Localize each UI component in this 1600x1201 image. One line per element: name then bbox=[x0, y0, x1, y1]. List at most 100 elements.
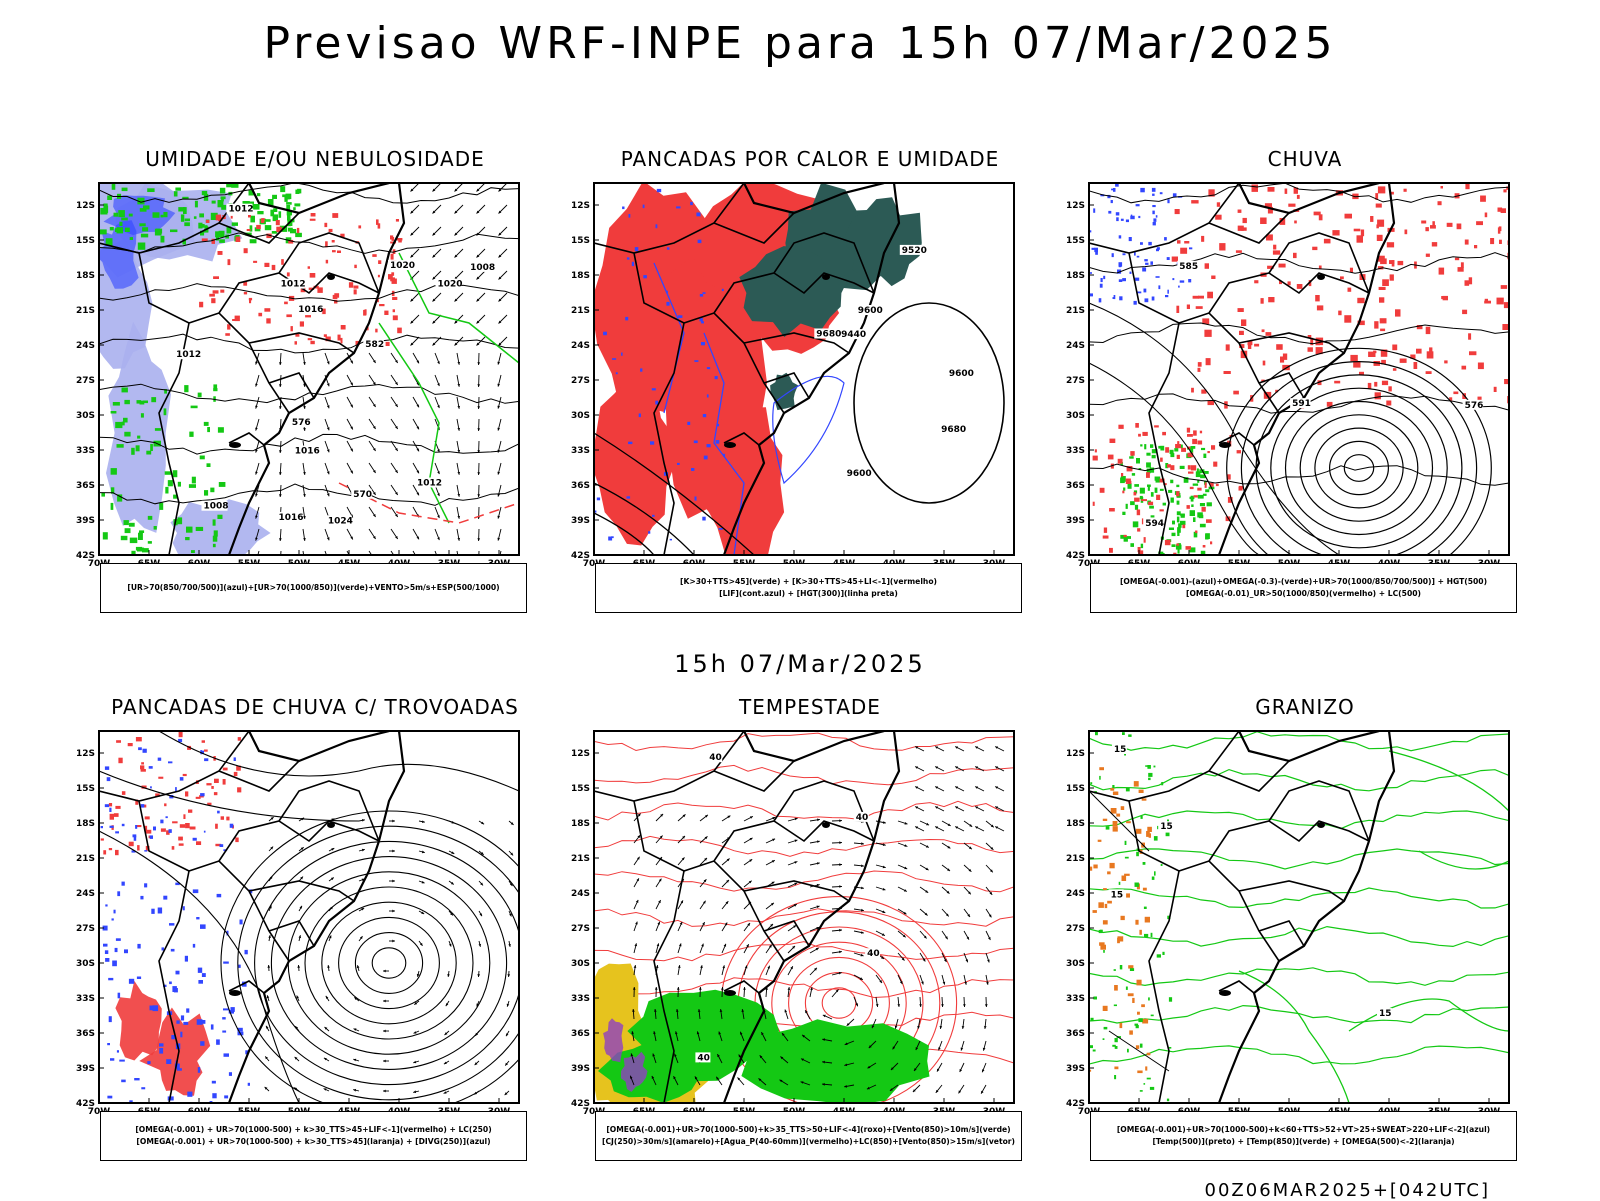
lat-label: 24S bbox=[1066, 889, 1085, 899]
legend-line: [OMEGA(-0.001)+UR>70(1000-500)+k<60+TTS>… bbox=[1117, 1124, 1490, 1136]
lat-label: 12S bbox=[1066, 749, 1085, 759]
lat-label: 18S bbox=[1066, 271, 1085, 281]
legend-line: [OMEGA(-0.001) + UR>70(1000-500) + k>30_… bbox=[136, 1136, 490, 1148]
lat-label: 30S bbox=[1066, 959, 1085, 969]
legend-line: [LIF](cont.azul) + [HGT(300)](linha pret… bbox=[719, 588, 898, 600]
lat-label: 33S bbox=[76, 994, 95, 1004]
panel-legend: [OMEGA(-0.001)+UR>70(1000-500)+k<60+TTS>… bbox=[1090, 1111, 1517, 1161]
lat-label: 18S bbox=[571, 819, 590, 829]
lat-label: 33S bbox=[76, 446, 95, 456]
lat-label: 27S bbox=[571, 376, 590, 386]
contour-label: 15 bbox=[1111, 890, 1124, 900]
lat-label: 15S bbox=[1066, 236, 1085, 246]
lat-label: 18S bbox=[1066, 819, 1085, 829]
contour-label: 582 bbox=[365, 340, 384, 350]
lat-label: 36S bbox=[1066, 481, 1085, 491]
panel-title: UMIDADE E/OU NEBULOSIDADE bbox=[75, 147, 555, 171]
contour-label: 570 bbox=[353, 490, 372, 500]
contour-label: 9680 bbox=[941, 425, 966, 435]
lat-label: 30S bbox=[1066, 411, 1085, 421]
lat-label: 27S bbox=[571, 924, 590, 934]
lat-label: 30S bbox=[571, 959, 590, 969]
contour-label: 1012 bbox=[281, 280, 306, 290]
lat-label: 39S bbox=[571, 1064, 590, 1074]
legend-line: [Temp(500)](preto) + [Temp(850)](verde) … bbox=[1152, 1136, 1454, 1148]
panel-title: PANCADAS POR CALOR E UMIDADE bbox=[570, 147, 1050, 171]
contour-label: 1020 bbox=[438, 280, 463, 290]
lat-label: 33S bbox=[571, 994, 590, 1004]
lat-label: 12S bbox=[571, 749, 590, 759]
contour-label: 40 bbox=[867, 949, 880, 959]
lat-label: 36S bbox=[76, 481, 95, 491]
contour-label: 594 bbox=[1145, 519, 1164, 529]
lat-label: 27S bbox=[1066, 376, 1085, 386]
lat-label: 24S bbox=[571, 341, 590, 351]
contour-label: 1012 bbox=[417, 479, 442, 489]
lat-label: 12S bbox=[76, 749, 95, 759]
panel-title: GRANIZO bbox=[1065, 695, 1545, 719]
lat-label: 12S bbox=[1066, 201, 1085, 211]
contour-label: 9440 bbox=[841, 330, 866, 340]
lat-label: 30S bbox=[571, 411, 590, 421]
panel-title: CHUVA bbox=[1065, 147, 1545, 171]
contour-label: 40 bbox=[697, 1053, 710, 1063]
contour-label: 1016 bbox=[298, 305, 323, 315]
lat-label: 15S bbox=[571, 236, 590, 246]
lat-label: 12S bbox=[76, 201, 95, 211]
lat-label: 33S bbox=[1066, 446, 1085, 456]
lat-label: 21S bbox=[1066, 854, 1085, 864]
map-panel-pancadas_trovoadas: PANCADAS DE CHUVA C/ TROVOADAS 12S 15S 18S 2… bbox=[75, 695, 555, 1195]
panel-legend: [UR>70(850/700/500)](azul)+[UR>70(1000/8… bbox=[100, 563, 527, 613]
panel-legend: [K>30+TTS>45](verde) + [K>30+TTS>45+LI<-… bbox=[595, 563, 1022, 613]
legend-line: [K>30+TTS>45](verde) + [K>30+TTS>45+LI<-… bbox=[680, 576, 937, 588]
lat-label: 24S bbox=[571, 889, 590, 899]
mid-title: 15h 07/Mar/2025 bbox=[0, 650, 1600, 678]
lat-label: 36S bbox=[1066, 1029, 1085, 1039]
panel-legend: [OMEGA(-0.001)-(azul)+OMEGA(-0.3)-(verde… bbox=[1090, 563, 1517, 613]
map-panel-umidade: UMIDADE E/OU NEBULOSIDADE 1012 1012 1016 102… bbox=[75, 147, 555, 647]
map-pancadas_trovoadas: 12S15S18S21S24S27S30S33S36S39S42S70W65W6… bbox=[55, 725, 527, 1125]
lat-label: 15S bbox=[76, 784, 95, 794]
lat-label: 21S bbox=[1066, 306, 1085, 316]
map-panel-pancadas_calor: PANCADAS POR CALOR E UMIDADE 9600 9600 9520… bbox=[570, 147, 1050, 647]
lat-label: 39S bbox=[571, 516, 590, 526]
panel-title: PANCADAS DE CHUVA C/ TROVOADAS bbox=[75, 695, 555, 719]
contour-label: 9600 bbox=[949, 369, 974, 379]
main-title: Previsao WRF-INPE para 15h 07/Mar/2025 bbox=[0, 18, 1600, 69]
lat-label: 36S bbox=[76, 1029, 95, 1039]
lat-label: 36S bbox=[571, 481, 590, 491]
contour-label: 591 bbox=[1292, 399, 1311, 409]
lat-label: 21S bbox=[76, 854, 95, 864]
lat-label: 21S bbox=[571, 306, 590, 316]
contour-label: 9520 bbox=[902, 246, 927, 256]
lat-label: 15S bbox=[76, 236, 95, 246]
panel-legend: [OMEGA(-0.001)+UR>70(1000-500)+k>35_TTS>… bbox=[595, 1111, 1022, 1161]
lat-label: 21S bbox=[76, 306, 95, 316]
lat-label: 18S bbox=[571, 271, 590, 281]
panel-title: TEMPESTADE bbox=[570, 695, 1050, 719]
map-granizo: 1515151512S15S18S21S24S27S30S33S36S39S42… bbox=[1045, 725, 1517, 1125]
map-tempestade: 4040404012S15S18S21S24S27S30S33S36S39S42… bbox=[550, 725, 1022, 1125]
lat-label: 18S bbox=[76, 271, 95, 281]
contour-label: 1012 bbox=[176, 350, 201, 360]
lat-label: 27S bbox=[76, 924, 95, 934]
lat-label: 18S bbox=[76, 819, 95, 829]
contour-label: 40 bbox=[709, 753, 722, 763]
lat-label: 24S bbox=[1066, 341, 1085, 351]
contour-label: 1020 bbox=[390, 261, 415, 271]
contour-label: 15 bbox=[1114, 745, 1127, 755]
lat-label: 27S bbox=[1066, 924, 1085, 934]
legend-line: [OMEGA(-0.001)+UR>70(1000-500)+k>35_TTS>… bbox=[606, 1124, 1010, 1136]
contour-label: 585 bbox=[1179, 262, 1198, 272]
legend-line: [CJ(250)>30m/s](amarelo)+[Agua_P(40-60mm… bbox=[602, 1136, 1015, 1148]
contour-label: 9680 bbox=[816, 330, 841, 340]
contour-label: 1012 bbox=[229, 205, 254, 215]
contour-label: 15 bbox=[1160, 822, 1173, 832]
contour-label: 9600 bbox=[847, 469, 872, 479]
contour-label: 15 bbox=[1379, 1009, 1392, 1019]
map-pancadas_calor: 960096009520944096009680968012S15S18S21S… bbox=[550, 177, 1022, 577]
contour-label: 1008 bbox=[204, 502, 229, 512]
lat-label: 39S bbox=[1066, 516, 1085, 526]
